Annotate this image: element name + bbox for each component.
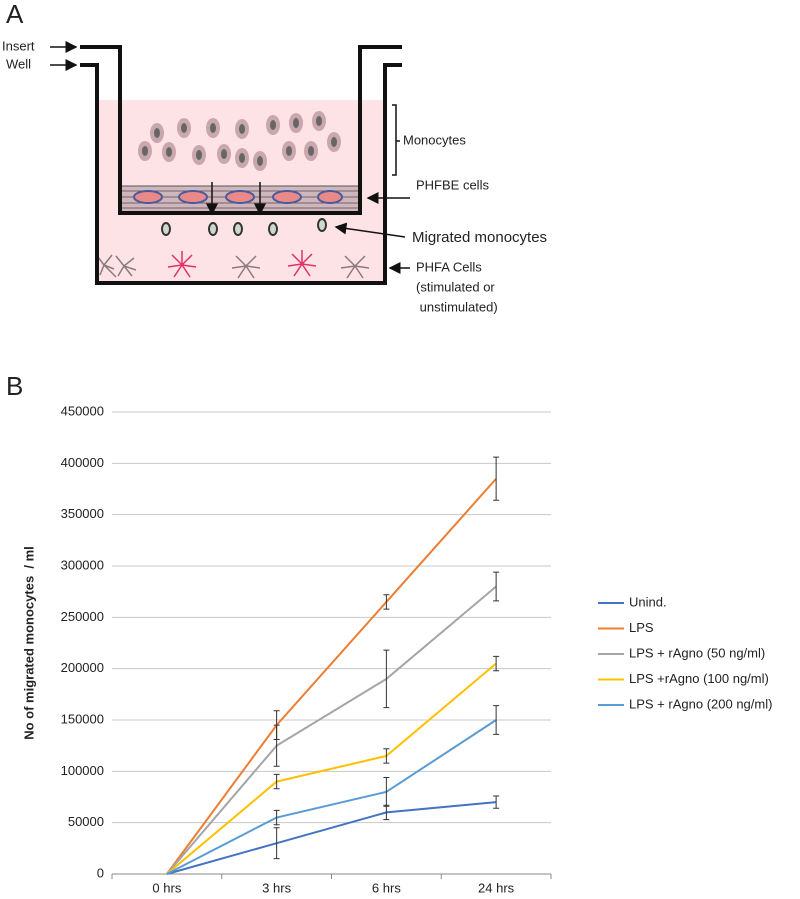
well [80, 63, 402, 285]
error-bar [493, 795, 500, 809]
arrow [334, 222, 406, 238]
error-bar [273, 724, 280, 767]
insert [80, 45, 402, 215]
x-tick-label: 3 hrs [262, 880, 291, 895]
label: PHFBE cells [416, 177, 489, 192]
y-tick-label: 0 [97, 865, 104, 880]
series-line [166, 478, 497, 875]
x-tick-label: 0 hrs [152, 880, 181, 895]
series-line [166, 801, 497, 875]
diagram: A Insert Well Monocytes PHFBE cells Migr… [2, 0, 547, 314]
label: Insert [2, 38, 35, 53]
astrocytes [97, 250, 370, 279]
series-line [166, 585, 497, 875]
error-bar [493, 655, 500, 672]
legend-label: LPS +rAgno (100 ng/ml) [629, 671, 769, 686]
legend-label: LPS + rAgno (50 ng/ml) [629, 645, 765, 660]
bracket [392, 104, 400, 176]
error-bar [273, 773, 280, 790]
y-tick-label: 350000 [61, 506, 104, 521]
y-tick-label: 200000 [61, 660, 104, 675]
series-line [166, 662, 497, 875]
label: Well [6, 56, 31, 71]
label: (stimulated or [416, 279, 495, 294]
endothelial-cells [133, 190, 343, 204]
legend-label: LPS [629, 620, 654, 635]
series-line [166, 719, 497, 875]
error-bar [493, 705, 500, 735]
error-bar [383, 776, 390, 807]
legend-label: Unind. [629, 594, 667, 609]
y-tick-label: 450000 [61, 403, 104, 418]
chart: B No of migrated monocytes / ml 0 50000 10… [6, 371, 772, 896]
migrated-cells [161, 218, 327, 236]
panel-label: A [6, 0, 24, 29]
x-tick-label: 6 hrs [372, 880, 401, 895]
y-tick-label: 100000 [61, 763, 104, 778]
error-bar [383, 649, 390, 709]
error-bar [273, 827, 280, 860]
y-axis-title: No of migrated monocytes / ml [21, 546, 36, 740]
error-bar [493, 571, 500, 602]
error-bar [273, 809, 280, 826]
error-bar [383, 594, 390, 610]
error-bar [493, 456, 500, 501]
monocytes [138, 111, 341, 171]
label: PHFA Cells [416, 259, 482, 274]
label: Monocytes [403, 132, 466, 147]
label: unstimulated) [416, 299, 498, 314]
legend-label: LPS + rAgno (200 ng/ml) [629, 696, 772, 711]
error-bar [383, 748, 390, 764]
y-tick-label: 300000 [61, 557, 104, 572]
label: Migrated monocytes [412, 229, 547, 246]
x-tick-label: 24 hrs [478, 880, 515, 895]
y-tick-label: 50000 [68, 814, 104, 829]
panel-label: B [6, 371, 23, 401]
y-tick-label: 150000 [61, 711, 104, 726]
y-tick-label: 400000 [61, 455, 104, 470]
y-tick-label: 250000 [61, 609, 104, 624]
